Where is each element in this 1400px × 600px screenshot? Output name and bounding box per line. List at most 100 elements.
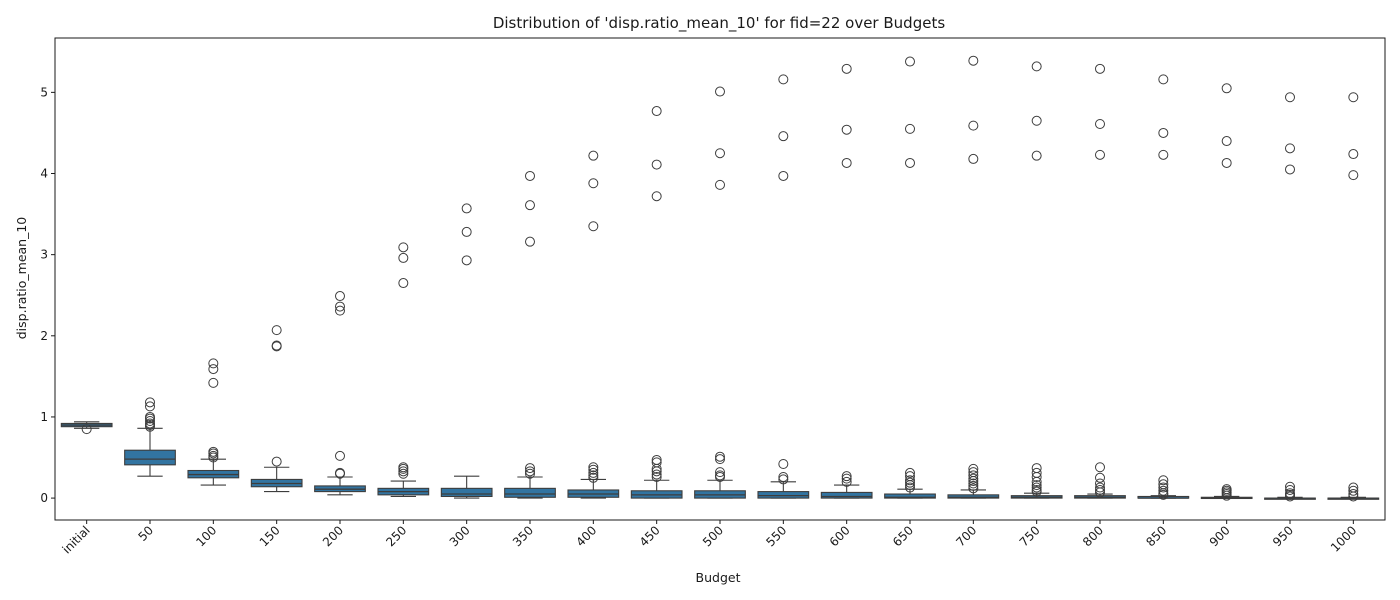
outlier-point (651, 457, 662, 468)
box-300 (440, 203, 493, 499)
outlier-point (778, 170, 789, 181)
outlier-point (461, 226, 472, 237)
outlier-point (1348, 149, 1359, 160)
outlier-point (651, 454, 662, 465)
y-axis-title: disp.ratio_mean_10 (14, 217, 29, 340)
outlier-point (1158, 482, 1169, 493)
outlier-point (335, 301, 345, 312)
outlier-point (1285, 143, 1295, 154)
outlier-point (208, 450, 219, 461)
outlier-point (905, 56, 915, 67)
outlier-point (588, 221, 599, 232)
x-axis-title: Budget (696, 570, 741, 585)
outlier-point (1095, 119, 1105, 130)
outlier-point (651, 469, 662, 480)
outlier-point (335, 467, 345, 478)
outlier-point (145, 416, 155, 427)
outlier-point (905, 471, 915, 482)
outlier-point (715, 86, 725, 97)
box-750 (1010, 61, 1063, 499)
outlier-point (525, 468, 535, 479)
outlier-point (588, 150, 599, 161)
outlier-point (1285, 164, 1295, 175)
outlier-point (1031, 150, 1042, 161)
plot-area (60, 55, 1380, 502)
outlier-point (208, 377, 219, 388)
outlier-point (1158, 127, 1169, 138)
outlier-point (905, 467, 915, 478)
box-100 (187, 358, 240, 486)
outlier-point (1285, 484, 1295, 495)
outlier-point (1095, 63, 1105, 74)
outlier-point (398, 462, 409, 473)
outlier-point (1221, 157, 1232, 168)
outlier-point (208, 446, 219, 457)
outlier-point (715, 454, 725, 465)
outlier-point (335, 305, 345, 316)
outlier-point (778, 131, 789, 142)
outlier-point (271, 325, 282, 336)
box-450 (630, 106, 683, 499)
box-body (820, 491, 873, 499)
outlier-point (588, 464, 599, 475)
outlier-point (271, 340, 282, 351)
y-tick-label: 4 (40, 167, 48, 181)
outlier-point (81, 424, 92, 435)
plot-frame (54, 37, 1386, 521)
y-tick-label: 3 (40, 248, 48, 262)
box-body (757, 491, 810, 499)
box-950 (1264, 92, 1316, 502)
outlier-point (905, 477, 915, 488)
outlier-point (841, 63, 852, 74)
y-tick-label: 5 (40, 85, 48, 99)
outlier-point (1095, 484, 1105, 495)
box-body (440, 487, 493, 498)
outlier-point (1158, 479, 1169, 490)
outlier-point (461, 203, 472, 214)
outlier-point (1095, 149, 1105, 160)
outlier-point (651, 159, 662, 170)
outlier-point (968, 153, 979, 164)
outlier-point (968, 467, 979, 478)
outlier-point (1095, 482, 1105, 493)
outlier-point (1031, 484, 1042, 495)
chart-title: Distribution of 'disp.ratio_mean_10' for… (493, 14, 945, 33)
outlier-point (145, 397, 155, 408)
outlier-point (841, 471, 852, 482)
outlier-point (1158, 74, 1169, 85)
outlier-point (715, 148, 725, 159)
outlier-point (715, 179, 725, 190)
outlier-point (335, 291, 345, 302)
outlier-point (1095, 462, 1105, 473)
box-150 (250, 325, 303, 493)
outlier-point (145, 418, 155, 429)
outlier-point (1348, 92, 1359, 103)
outlier-point (1031, 482, 1042, 493)
outlier-point (905, 123, 915, 134)
outlier-point (968, 470, 979, 481)
box-body (504, 487, 556, 498)
box-700 (947, 55, 1000, 499)
outlier-point (588, 472, 599, 483)
outlier-point (968, 120, 979, 131)
outlier-point (271, 456, 282, 467)
outlier-point (905, 475, 915, 486)
outlier-point (841, 124, 852, 135)
outlier-point (905, 482, 915, 493)
outlier-point (1031, 61, 1042, 72)
outlier-point (398, 242, 409, 253)
outlier-point (398, 252, 409, 263)
outlier-point (841, 476, 852, 487)
box-850 (1137, 74, 1190, 500)
outlier-point (841, 473, 852, 484)
outlier-point (1348, 485, 1359, 496)
box-200 (314, 291, 366, 496)
outlier-point (588, 178, 599, 189)
box-body (124, 449, 176, 466)
outlier-point (208, 364, 219, 375)
y-tick-label: 1 (40, 410, 48, 424)
outlier-point (588, 470, 599, 481)
outlier-point (651, 106, 662, 117)
